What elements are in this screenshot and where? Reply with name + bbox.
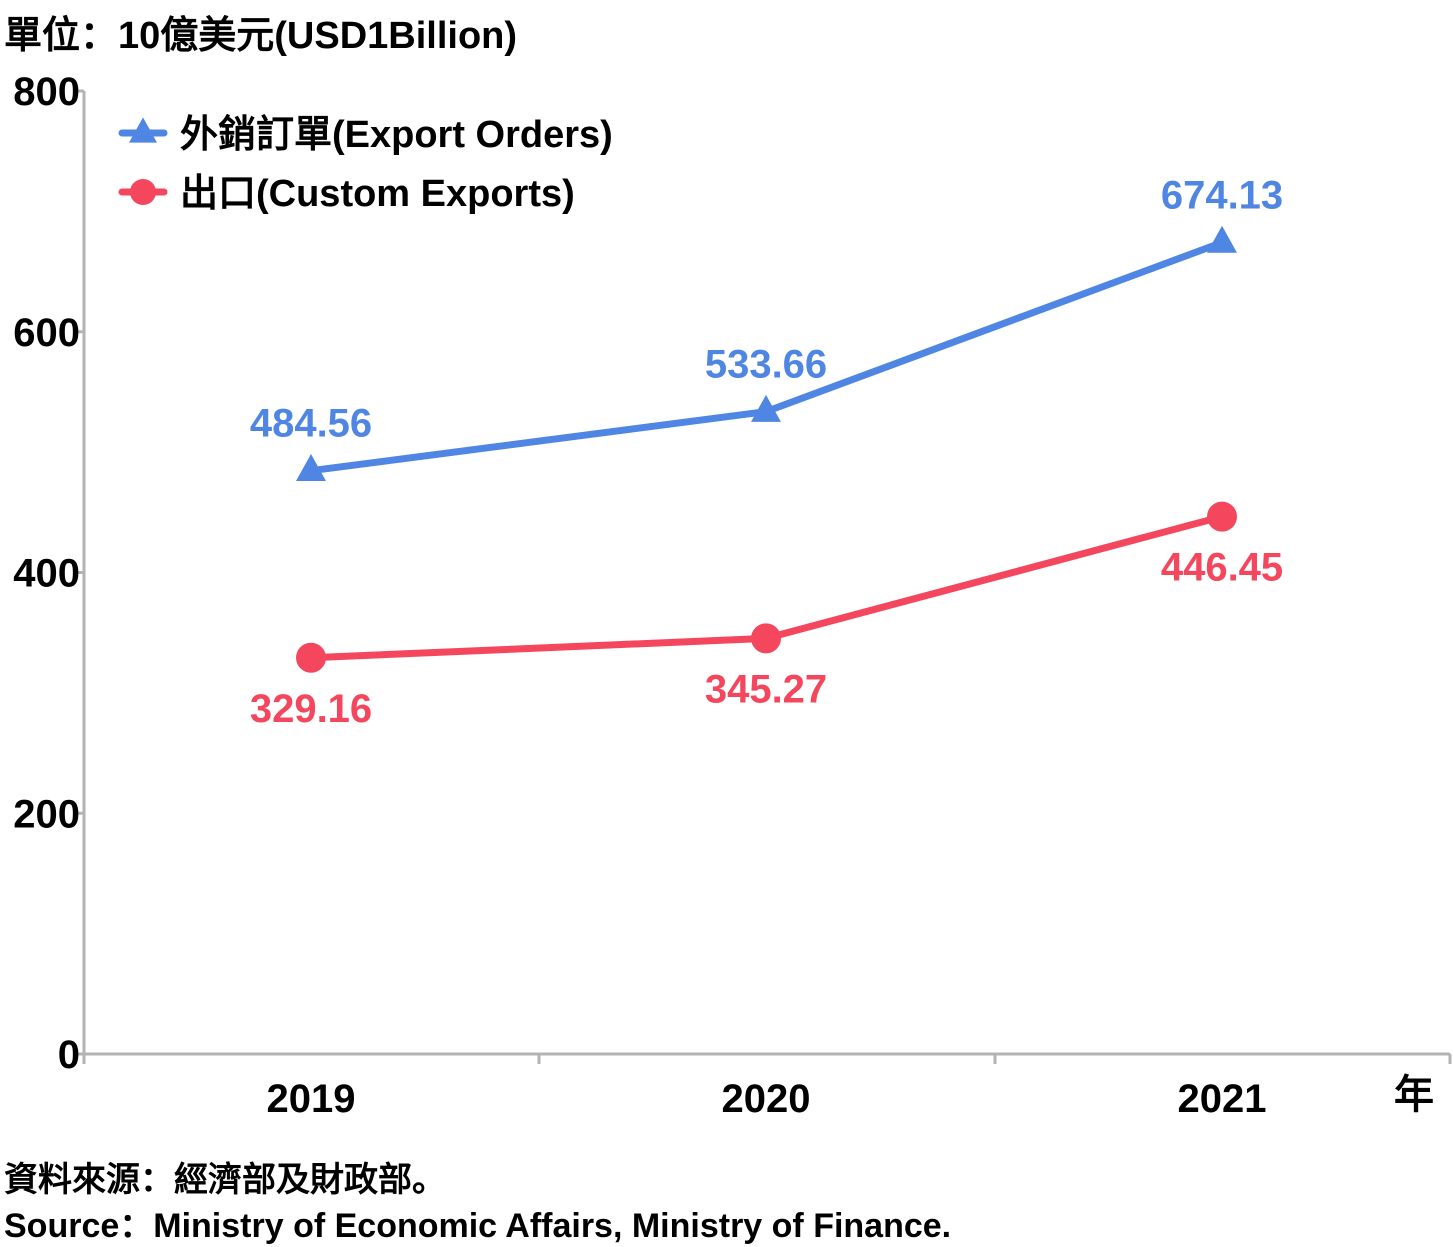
legend-label: 出口(Custom Exports) xyxy=(180,173,575,215)
export-orders-point xyxy=(296,453,326,481)
data-label: 446.45 xyxy=(1161,546,1283,590)
y-tick-label: 200 xyxy=(13,792,80,836)
data-label: 345.27 xyxy=(705,667,827,711)
source-note-chinese: 資料來源：經濟部及財政部。 xyxy=(4,1161,446,1199)
x-tick-label: 2019 xyxy=(267,1077,356,1121)
y-tick-label: 0 xyxy=(58,1033,80,1077)
legend-triangle-icon xyxy=(129,117,157,143)
x-axis-label: 年 xyxy=(1394,1073,1434,1117)
data-label: 484.56 xyxy=(250,402,372,446)
data-label: 329.16 xyxy=(250,687,372,731)
y-tick-label: 800 xyxy=(13,70,80,114)
x-tick-label: 2020 xyxy=(722,1077,811,1121)
custom-exports-point xyxy=(296,642,326,673)
custom-exports-point xyxy=(751,623,781,654)
source-note-english: Source：Ministry of Economic Affairs, Min… xyxy=(4,1207,952,1245)
y-tick-label: 600 xyxy=(13,311,80,355)
legend-label: 外銷訂單(Export Orders) xyxy=(180,114,613,156)
export-orders-point xyxy=(751,394,781,422)
x-tick-label: 2021 xyxy=(1178,1077,1267,1121)
data-label: 533.66 xyxy=(705,343,827,387)
export-orders-point xyxy=(1207,225,1237,253)
custom-exports-point xyxy=(1207,501,1237,532)
unit-label: 單位：10億美元(USD1Billion) xyxy=(4,15,518,57)
legend-circle-icon xyxy=(130,179,156,205)
y-tick-label: 400 xyxy=(13,552,80,596)
data-label: 674.13 xyxy=(1161,174,1283,218)
